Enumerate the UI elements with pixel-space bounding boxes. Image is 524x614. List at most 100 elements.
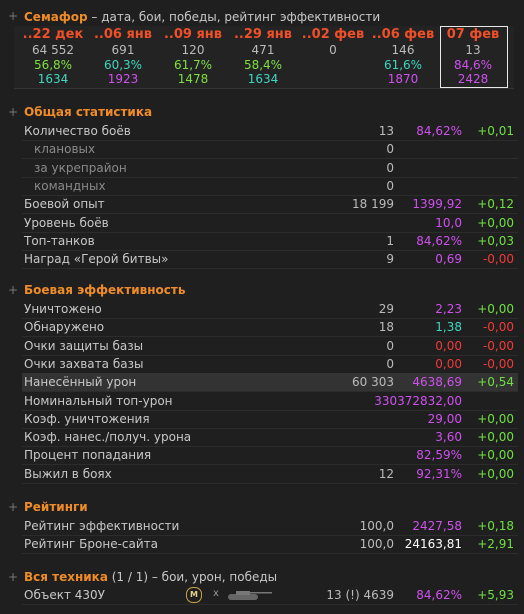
stat-row: за укрепрайон 0: [22, 159, 518, 178]
stat-count: 0: [386, 178, 394, 193]
tank-icon: [224, 589, 274, 601]
stat-value: 2427,58: [412, 519, 462, 533]
period-rating: 1923: [107, 72, 139, 86]
stat-label: Боевой опыт: [24, 197, 105, 212]
stat-label: Коэф. нанес./получ. урона: [24, 430, 192, 445]
stat-count: 12: [378, 466, 394, 481]
header-subtitle: – дата, бои, победы, рейтинг эффективнос…: [87, 10, 381, 24]
stat-value: 24163,81: [404, 537, 462, 552]
stat-count: 0: [386, 338, 394, 353]
stat-delta: +0,12: [477, 197, 514, 212]
expand-marker[interactable]: +: [8, 9, 19, 23]
stat-label: командных: [34, 178, 106, 193]
stat-value: 29,00: [427, 411, 462, 426]
stat-count: 100,0: [359, 519, 394, 533]
expand-marker: +: [8, 283, 19, 297]
times-sign: x: [213, 588, 219, 599]
stat-label: Коэф. уничтожения: [24, 411, 150, 426]
stat-row: Выжил в боях 12 92,31% +0,00: [22, 465, 518, 484]
stat-delta: +0,18: [477, 519, 514, 533]
stat-value: 3,60: [435, 430, 462, 445]
stat-label: Уничтожено: [24, 302, 102, 316]
period-winrate: 56,8%: [33, 58, 73, 72]
section-title: Боевая эффективность: [24, 283, 186, 297]
stat-label: за укрепрайон: [34, 160, 127, 175]
stat-row: Коэф. нанес./получ. урона 3,60 +0,00: [22, 428, 518, 448]
stat-count: 13: [378, 124, 394, 138]
stat-delta: +2,91: [477, 537, 514, 552]
stat-row: Уровень боёв 10,0 +0,00: [22, 214, 518, 233]
period-date: ..09 янв: [163, 27, 223, 42]
stat-row: Номинальный топ-урон 330372832,00: [22, 392, 518, 411]
stat-value: 10,0: [435, 215, 462, 230]
stat-row: Количество боёв 13 84,62% +0,01: [22, 122, 518, 141]
period-date: ..02 фев: [301, 27, 365, 42]
period-date: ..06 янв: [93, 27, 153, 42]
stat-delta: -0,00: [482, 252, 514, 267]
stat-value: 2,23: [435, 302, 462, 316]
vehicle-summary: 13 (!) 4639: [326, 588, 394, 602]
stat-delta: +0,00: [477, 411, 514, 426]
stat-row: Обнаружено 18 1,38 -0,00: [22, 318, 518, 338]
period-table: [14, 26, 514, 89]
stat-label: Обнаружено: [24, 320, 105, 335]
stat-value: 84,62%: [416, 233, 462, 248]
period-rating: 2428: [457, 72, 489, 86]
stat-label: Топ-танков: [24, 233, 95, 248]
stat-label: клановых: [34, 142, 96, 157]
period-battles: 13: [465, 43, 481, 57]
stat-row: Коэф. уничтожения 29,00 +0,00: [22, 410, 518, 429]
expand-marker: +: [8, 500, 19, 514]
stat-count: 18: [378, 320, 394, 335]
stat-value: 4638,69: [412, 375, 462, 390]
stat-delta: -0,00: [482, 356, 514, 371]
stat-row: Очки защиты базы 0 0,00 -0,00: [22, 337, 518, 356]
mastery-badge: M: [186, 587, 202, 603]
stat-row: Нанесённый урон 60 303 4638,69 +0,54: [22, 373, 518, 393]
stat-delta: +0,00: [477, 466, 514, 481]
period-winrate: 60,3%: [103, 58, 143, 72]
stat-row: Боевой опыт 18 199 1399,92 +0,12: [22, 195, 518, 215]
stat-delta: +0,54: [477, 375, 514, 390]
period-rating: 1870: [387, 72, 419, 86]
stat-count: 0: [386, 160, 394, 175]
period-rating: 1478: [177, 72, 209, 86]
stat-label: Выжил в боях: [24, 466, 112, 481]
stat-row: Топ-танков 1 84,62% +0,03: [22, 232, 518, 251]
vehicle-name: Объект 430У: [24, 588, 105, 602]
stat-delta: +0,00: [477, 302, 514, 316]
stat-label: Очки захвата базы: [24, 356, 144, 371]
period-battles: 120: [181, 43, 205, 57]
stat-count: 0: [386, 142, 394, 157]
stat-count: 29: [378, 302, 394, 316]
stat-row: клановых 0: [22, 140, 518, 160]
stat-delta: +0,03: [477, 233, 514, 248]
period-date: ..22 дек: [22, 27, 84, 42]
stat-row: Очки захвата базы 0 0,00 -0,00: [22, 355, 518, 374]
stat-row: Рейтинг эффективности 100,0 2427,58 +0,18: [22, 517, 518, 536]
period-date: ..29 янв: [233, 27, 293, 42]
period-battles: 146: [391, 43, 415, 57]
period-date: ..06 фев: [371, 27, 435, 42]
stat-label: Рейтинг Броне-сайта: [24, 537, 159, 552]
period-winrate: 84,6%: [453, 58, 493, 72]
stat-label: Наград «Герой битвы»: [24, 252, 169, 267]
period-battles: 691: [111, 43, 135, 57]
stat-value: 0,69: [435, 252, 462, 267]
stat-value: 0,00: [435, 338, 462, 353]
period-battles: 0: [329, 43, 337, 57]
stat-count: 18 199: [352, 197, 394, 212]
stat-value: 0,00: [435, 356, 462, 371]
stat-row: Наград «Герой битвы» 9 0,69 -0,00: [22, 250, 518, 270]
stat-delta: -0,00: [482, 320, 514, 335]
stat-count: 0: [386, 356, 394, 371]
stat-label: Количество боёв: [24, 124, 131, 138]
stat-row: Процент попадания 82,59% +0,00: [22, 446, 518, 466]
tank-shape: [228, 591, 272, 600]
stat-value: 1399,92: [412, 197, 462, 212]
stat-label: Очки защиты базы: [24, 338, 144, 353]
stat-count: 9: [386, 252, 394, 267]
stat-count: 60 303: [352, 375, 394, 390]
period-date: 07 фев: [446, 27, 500, 42]
